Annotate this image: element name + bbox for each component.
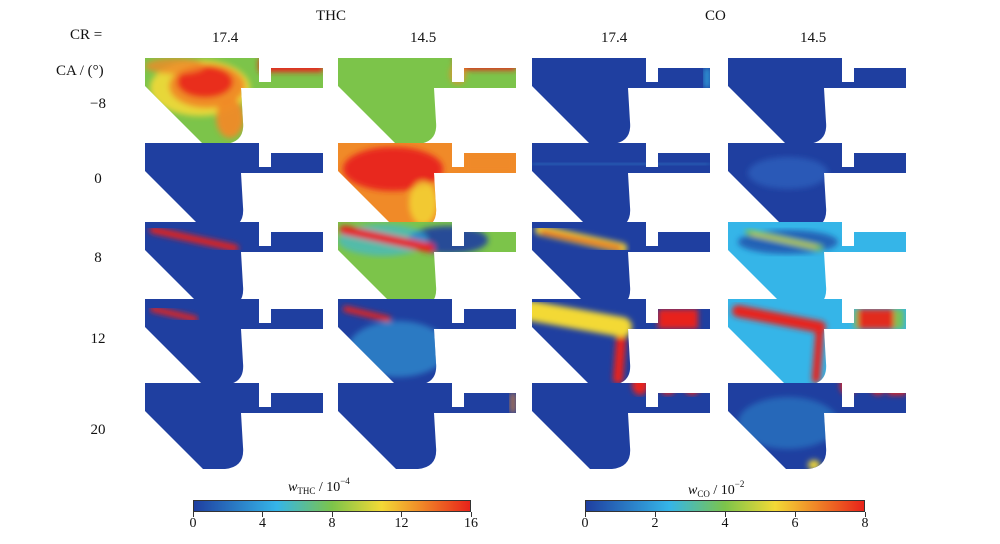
contour-svg	[145, 383, 323, 469]
cr-value-thc-2: 14.5	[410, 30, 437, 46]
colorbar-tick	[470, 512, 472, 517]
contour-svg	[532, 58, 710, 144]
contour-panel	[532, 58, 710, 146]
colorbar-tick	[794, 512, 796, 517]
contour-svg	[532, 222, 710, 308]
colorbar-tick	[331, 512, 333, 517]
colorbar-tick-label: 16	[464, 516, 478, 531]
contour-panel	[338, 299, 516, 387]
contour-svg	[338, 383, 516, 469]
colorbar-tick-label: 8	[861, 516, 869, 531]
row-label-ca-5: 20	[90, 422, 106, 438]
colorbar-tick-label: 0	[189, 516, 197, 531]
contour-panel	[728, 299, 906, 387]
contour-panel	[532, 143, 710, 231]
ca-label: CA / (°)	[56, 63, 104, 79]
cr-value-thc-1: 17.4	[212, 30, 239, 46]
contour-panel	[145, 222, 323, 310]
colorbar-tick-label: 12	[394, 516, 409, 531]
colorbar-tick	[401, 512, 402, 517]
contour-svg	[338, 299, 516, 385]
contour-panel	[728, 222, 906, 310]
cr-value-co-2: 14.5	[800, 30, 827, 46]
contour-svg	[532, 299, 710, 385]
colorbar-tick	[584, 512, 586, 517]
contour-panel	[145, 299, 323, 387]
contour-svg	[728, 222, 906, 308]
contour-panel	[145, 58, 323, 146]
contour-panel	[728, 383, 906, 471]
contour-svg	[728, 58, 906, 144]
colorbar-tick-label: 8	[328, 516, 336, 531]
contour-svg	[338, 222, 516, 308]
contour-svg	[145, 222, 323, 308]
contour-panel	[532, 222, 710, 310]
thc-group-title: THC	[316, 8, 346, 24]
colorbar-tick-label: 2	[651, 516, 659, 531]
colorbar-tick	[654, 512, 656, 517]
contour-svg	[728, 383, 906, 469]
contour-panel	[145, 143, 323, 231]
contour-svg	[338, 143, 516, 229]
colorbar-tick	[262, 512, 263, 517]
colorbar-tick-label: 6	[791, 516, 799, 531]
contour-svg	[338, 58, 516, 144]
contour-svg	[728, 143, 906, 229]
contour-panel	[728, 143, 906, 231]
colorbar-tick	[192, 512, 194, 517]
co-group-title: CO	[705, 8, 726, 24]
co-colorbar-title: wCO / 10−2	[688, 479, 745, 499]
colorbar-tick	[864, 512, 866, 517]
row-label-ca-3: 8	[94, 250, 102, 266]
cr-label: CR =	[70, 27, 103, 43]
colorbar-tick-label: 0	[581, 516, 589, 531]
row-label-ca-4: 12	[90, 331, 106, 347]
contour-svg	[145, 143, 323, 229]
row-label-ca-2: 0	[94, 171, 102, 187]
contour-panel	[338, 58, 516, 146]
contour-panel	[338, 222, 516, 310]
contour-svg	[532, 383, 710, 469]
cr-value-co-1: 17.4	[601, 30, 628, 46]
contour-panel	[338, 143, 516, 231]
contour-panel	[338, 383, 516, 471]
colorbar-tick-label: 4	[259, 516, 266, 531]
contour-panel	[145, 383, 323, 471]
contour-svg	[532, 143, 710, 229]
row-label-ca-1: −8	[90, 96, 106, 112]
contour-panel	[532, 299, 710, 387]
colorbar-tick	[724, 512, 726, 517]
co-colorbar	[585, 500, 865, 512]
contour-panel	[532, 383, 710, 471]
colorbar-tick-label: 4	[721, 516, 729, 531]
contour-svg	[145, 58, 323, 144]
contour-svg	[728, 299, 906, 385]
contour-panel	[728, 58, 906, 146]
thc-colorbar	[193, 500, 471, 512]
contour-svg	[145, 299, 323, 385]
thc-colorbar-title: wTHC / 10−4	[288, 476, 350, 496]
